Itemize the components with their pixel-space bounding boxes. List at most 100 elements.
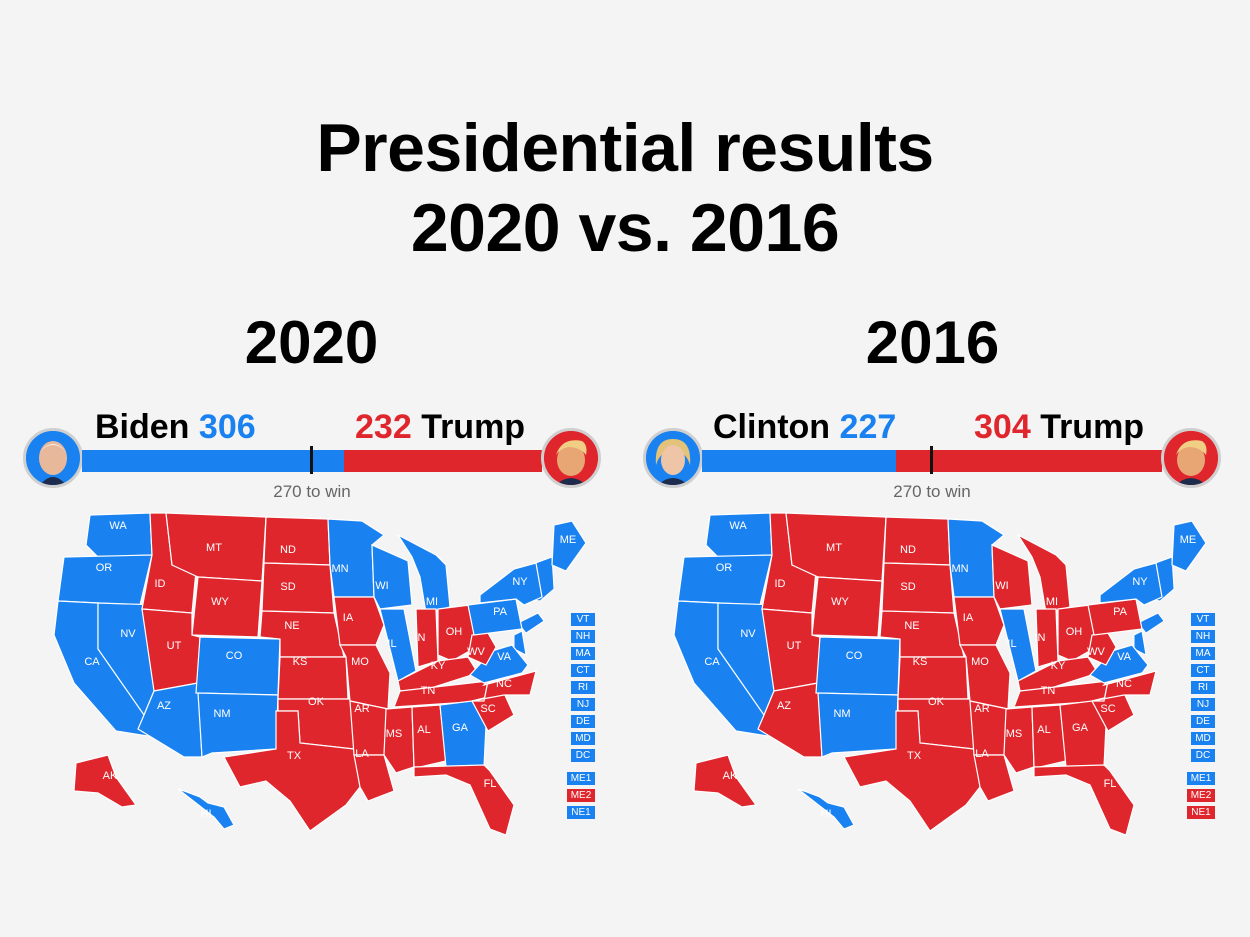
rep-label: 232 Trump [355,406,525,448]
state-ny [1099,562,1163,606]
state-fl [413,764,515,836]
state-label-ut: UT [167,640,182,652]
win-threshold-label: 270 to win [893,482,971,501]
state-label-ne: NE [904,620,919,632]
state-label-az: AZ [777,700,791,712]
state-label-wy: WY [831,596,849,608]
state-label-me: ME [560,534,577,546]
state-label-fl: FL [1104,778,1117,790]
small-state-vt: VT [1191,613,1215,626]
dem-name: Biden [95,408,190,446]
state-ak [693,754,758,808]
small-state-dc: DC [1191,749,1215,762]
state-label-nd: ND [900,544,916,556]
small-state-ri: RI [1191,681,1215,694]
state-label-al: AL [417,724,430,736]
dem-name: Clinton [713,408,831,446]
district-ne1: NE1 [1187,806,1215,819]
rep-label: 304 Trump [974,406,1144,448]
small-state-nh: NH [1191,630,1215,643]
state-label-ok: OK [308,696,325,708]
small-state-ma: MA [1191,647,1215,660]
state-label-ar: AR [974,703,989,715]
rep-name: Trump [421,408,526,446]
small-state-ct: CT [571,664,595,677]
state-label-ga: GA [452,722,469,734]
state-label-nm: NM [833,708,850,720]
state-la [353,754,395,802]
state-label-ca: CA [704,656,720,668]
state-label-in: IN [1035,632,1046,644]
state-label-ky: KY [1051,660,1066,672]
state-ga [1059,700,1107,768]
state-label-ak: AK [723,770,738,782]
small-state-md: MD [571,732,595,745]
state-label-wa: WA [729,520,747,532]
state-label-ny: NY [1132,576,1148,588]
district-me1: ME1 [567,772,595,785]
state-label-nm: NM [213,708,230,720]
state-label-ny: NY [512,576,528,588]
state-label-nv: NV [120,628,136,640]
state-ks [897,656,969,700]
state-fl [1033,764,1135,836]
state-label-sc: SC [480,703,495,715]
270-marker [310,446,313,474]
state-label-mn: MN [951,563,968,575]
state-wy [191,576,263,638]
small-state-de: DE [571,715,595,728]
state-label-co: CO [846,650,863,662]
state-wi [991,544,1033,610]
state-sd [881,562,955,614]
state-label-oh: OH [446,626,463,638]
district-ne1: NE1 [567,806,595,819]
state-label-il: IL [387,638,396,650]
small-states-legend: VT NH MA CT RI NJ DE MD DC ME1 ME2 NE1 [1187,613,1216,823]
electoral-vote-bar [702,446,1162,474]
small-state-md: MD [1191,732,1215,745]
state-nm [197,692,279,758]
small-state-ma: MA [571,647,595,660]
state-label-ia: IA [343,612,354,624]
small-state-ri: RI [571,681,595,694]
state-label-ok: OK [928,696,945,708]
state-label-sd: SD [280,581,295,593]
state-wv [1087,632,1117,666]
state-nd [263,516,331,566]
state-sd [261,562,335,614]
state-label-az: AZ [157,700,171,712]
state-ms [1003,706,1035,774]
state-label-mt: MT [206,542,222,554]
trump-portrait-icon [541,428,601,488]
state-label-or: OR [96,562,113,574]
rep-votes: 304 [974,408,1031,446]
state-label-nc: NC [1116,678,1132,690]
results-panel-2020: 2020 Biden 306 232 Trump 270 to win WA OR… [23,309,601,836]
state-label-ky: KY [431,660,446,672]
state-hi [177,788,235,830]
state-label-ks: KS [293,656,308,668]
state-label-va: VA [497,651,512,663]
state-label-sd: SD [900,581,915,593]
state-label-ia: IA [963,612,974,624]
state-label-hi: HI [821,808,832,820]
state-ia [953,596,1005,646]
state-label-la: LA [355,748,369,760]
dem-votes: 227 [839,408,897,446]
state-ga [439,700,487,768]
state-label-hi: HI [201,808,212,820]
state-label-mo: MO [351,656,369,668]
state-ms [383,706,415,774]
state-label-wi: WI [995,580,1008,592]
state-hi [797,788,855,830]
win-threshold-label: 270 to win [273,482,351,501]
state-label-ak: AK [103,770,118,782]
state-wi [371,544,413,610]
results-panel-2016: 2016 Clinton 227 304 Trump 270 to win WA… [620,0,1245,937]
panel-year: 2020 [244,309,379,376]
state-me [1171,520,1207,572]
biden-portrait-icon [23,428,83,488]
state-label-mi: MI [426,596,438,608]
us-electoral-map: WA OR CA NV ID MT WY UT AZ CO NM ND SD NE KS OK TX MN IA MO… [53,512,587,836]
district-me2: ME2 [1187,789,1215,802]
